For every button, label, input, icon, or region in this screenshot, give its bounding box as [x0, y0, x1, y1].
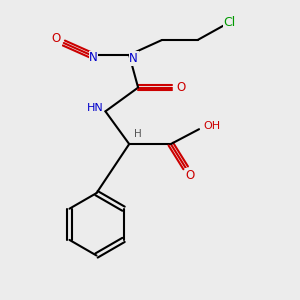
Text: O: O: [52, 32, 61, 45]
Text: O: O: [177, 81, 186, 94]
Text: HN: HN: [87, 103, 103, 113]
Text: N: N: [129, 52, 138, 65]
Text: N: N: [89, 51, 98, 64]
Text: H: H: [134, 129, 142, 139]
Text: O: O: [185, 169, 195, 182]
Text: OH: OH: [204, 121, 221, 131]
Text: Cl: Cl: [224, 16, 236, 29]
